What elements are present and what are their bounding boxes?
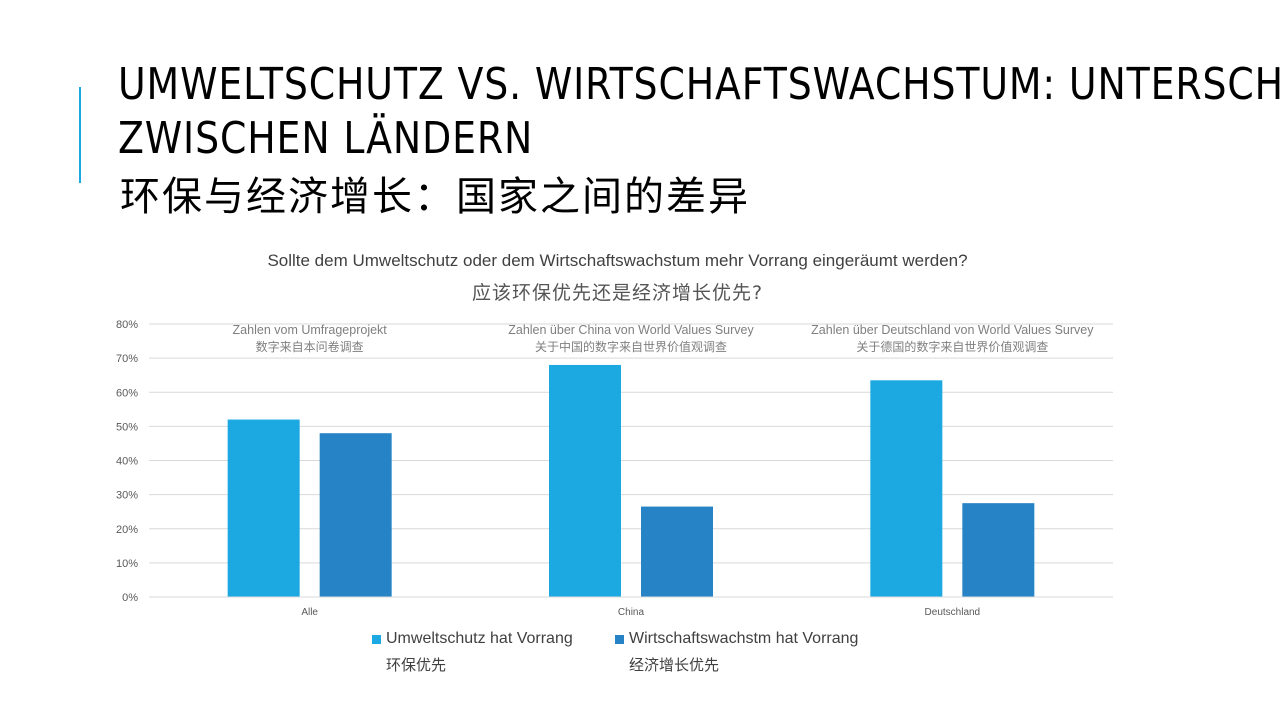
slide-title-line2: zwischen Ländern	[118, 113, 534, 164]
bar	[549, 364, 621, 597]
annotation-cn: 数字来自本问卷调查	[256, 339, 364, 354]
bar	[962, 503, 1035, 597]
accent-bar	[79, 87, 81, 183]
bar	[319, 433, 392, 597]
y-tick-label: 70%	[116, 353, 138, 365]
x-tick-label: China	[618, 607, 645, 618]
legend-swatch-2	[615, 635, 624, 644]
slide-title-cn: 环保与经济增长：国家之间的差异	[120, 174, 750, 220]
x-tick-label: Alle	[301, 607, 318, 618]
y-tick-label: 30%	[116, 490, 138, 502]
y-tick-label: 0%	[122, 592, 138, 604]
bar	[227, 419, 300, 597]
y-tick-label: 50%	[116, 421, 138, 433]
annotation-cn: 关于中国的数字来自世界价值观调查	[535, 339, 727, 354]
legend-label-2: Wirtschaftswachstm hat Vorrang	[629, 630, 859, 647]
annotation-de: Zahlen vom Umfrageprojekt	[233, 323, 388, 337]
legend-swatch-1	[372, 635, 381, 644]
chart-subtitle: 应该环保优先还是经济增长优先?	[471, 282, 764, 304]
legend-label-1-cn: 环保优先	[386, 656, 447, 674]
annotation-cn: 关于德国的数字来自世界价值观调查	[856, 339, 1048, 354]
legend-label-2-cn: 经济增长优先	[629, 656, 720, 674]
annotation-de: Zahlen über Deutschland von World Values…	[811, 323, 1094, 337]
chart-title: Sollte dem Umweltschutz oder dem Wirtsch…	[267, 251, 968, 270]
bar	[641, 506, 713, 597]
x-tick-label: Deutschland	[925, 607, 981, 618]
y-tick-label: 60%	[116, 387, 138, 399]
y-tick-label: 40%	[116, 456, 138, 468]
legend-label-1: Umweltschutz hat Vorrang	[386, 630, 573, 647]
y-tick-label: 20%	[116, 524, 138, 536]
annotation-de: Zahlen über China von World Values Surve…	[508, 323, 754, 337]
y-tick-label: 10%	[116, 558, 138, 570]
bar	[870, 380, 943, 597]
y-tick-label: 80%	[116, 319, 138, 331]
